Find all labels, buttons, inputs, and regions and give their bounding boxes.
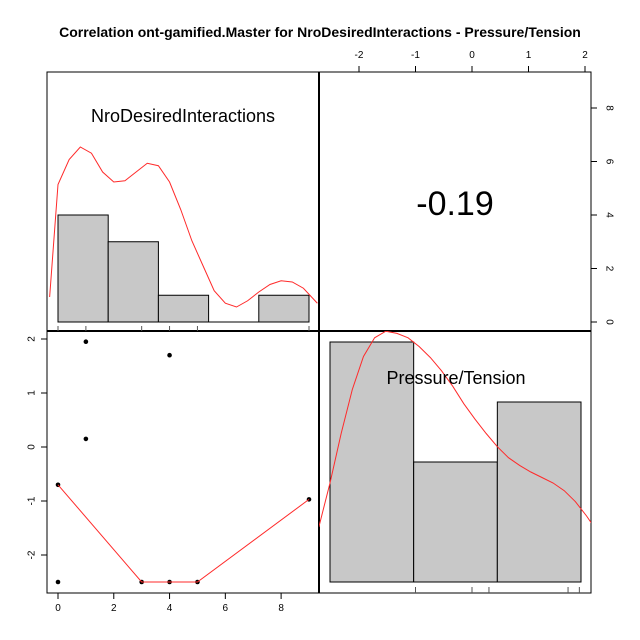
bottom-axis-tick-label: 4 [167,603,173,614]
scatter-point [167,352,172,358]
right-axis-tick-label: 2 [603,266,614,272]
right-axis-tick-label: 0 [603,319,614,325]
top-axis-tick-label: 2 [582,50,588,61]
scatter-point [83,339,89,345]
top-axis-tick-label: 0 [469,50,475,61]
left-axis-tick-label: 2 [27,336,38,342]
histogram-bar [413,461,498,583]
left-axis-tick-label: 0 [27,444,38,450]
variable-label: NroDesiredInteractions [91,106,275,126]
panels: NroDesiredInteractions -0.19 -2 -1 0 1 2 0 2 4 6 8 -… [27,50,615,614]
bottom-axis-tick-label: 2 [111,603,117,614]
left-axis-tick-label: 1 [27,390,38,396]
density-line [319,331,591,528]
right-axis-tick-label: 6 [603,159,614,165]
left-axis-tick-label: -1 [27,496,38,505]
top-axis-tick-label: -1 [411,50,420,61]
density-line [49,146,318,308]
histogram-bar [107,241,159,323]
histogram-bar [258,294,310,323]
right-axis-tick-label: 4 [603,212,614,218]
right-axis-tick-label: 8 [603,105,614,111]
histogram-bar [57,214,109,323]
bottom-axis-tick-label: 8 [278,603,284,614]
bottom-axis-tick-label: 0 [55,603,61,614]
bottom-axis-tick-label: 6 [223,603,229,614]
chart-title: Correlation ont-gamified.Master for NroD… [59,24,581,40]
left-axis-tick-label: -2 [27,550,38,559]
variable-label: Pressure/Tension [386,368,525,388]
histogram-bar [496,401,582,583]
histogram-bar [157,294,210,323]
scatter-point [83,436,89,442]
top-axis-tick-label: -2 [355,50,364,61]
top-axis-tick-label: 1 [526,50,532,61]
scatter-point [55,579,61,585]
smooth-line [57,484,310,583]
panel-frame [46,330,320,594]
correlation-value: -0.19 [416,185,494,223]
